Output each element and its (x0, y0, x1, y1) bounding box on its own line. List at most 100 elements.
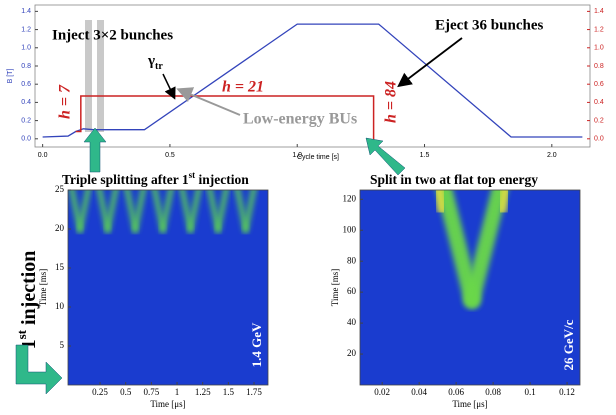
heat-band (464, 190, 508, 308)
y-tick-label: 25 (55, 184, 65, 194)
heat-band (152, 190, 166, 233)
x-axis-label: Cycle time [s] (297, 154, 339, 161)
heat-band (235, 190, 249, 233)
heat-band (97, 190, 111, 233)
x-axis-label: Time [μs] (150, 399, 185, 409)
y-tick-label: 40 (347, 317, 357, 327)
annotation: 1st injection (14, 251, 40, 350)
annotation: Inject 3×2 bunches (52, 27, 173, 43)
heatmap-left (68, 190, 268, 385)
heat-band (179, 190, 193, 233)
heat-band (187, 190, 201, 233)
heat-band (132, 190, 146, 233)
x-tick-label: 1.0 (292, 152, 302, 159)
y-tick-label: 60 (347, 286, 357, 296)
x-tick-label: 0.12 (559, 387, 575, 397)
x-tick-label: 0.75 (143, 387, 159, 397)
injection-band (85, 20, 92, 132)
y-tick-label: 15 (55, 262, 65, 272)
text: Triple splitting after 1 (62, 172, 189, 187)
plot-frame (67, 189, 269, 386)
green-arrow (15, 344, 63, 395)
y2-tick-label: 0.4 (594, 99, 604, 106)
y-tick-label: 0.4 (21, 99, 31, 106)
y-tick-label: 0.0 (21, 136, 31, 143)
y-tick-label: 20 (347, 348, 357, 358)
heat-band (215, 190, 229, 233)
x-tick-label: 0.1 (524, 387, 535, 397)
sup: st (189, 170, 196, 180)
y-tick-label: 1.0 (21, 45, 31, 52)
axes: 0.0 0.5 1.0 1.5 2.0 0.0 0.0 0.2 0.2 0.4 0.4 0.6 0.6 0… (7, 8, 604, 409)
heat-band (105, 190, 119, 233)
x-tick-label: 1 (175, 387, 180, 397)
x-tick-label: 0.02 (374, 387, 390, 397)
plot-frame (34, 4, 591, 148)
text: injection (18, 251, 40, 330)
heat-band (243, 190, 257, 233)
heat-band (497, 190, 511, 215)
x-tick-label: 0.5 (165, 152, 175, 159)
heat-band (124, 190, 138, 233)
y-tick-label: 1.2 (21, 26, 31, 33)
y2-tick-label: 0.2 (594, 117, 604, 124)
annotation: h = 21 (222, 79, 264, 96)
text: injection (195, 172, 249, 187)
heatmap-bg (68, 190, 268, 385)
y2-tick-label: 0.8 (594, 63, 604, 70)
x-axis-label: Time [μs] (452, 399, 487, 409)
heat-band (207, 190, 221, 233)
y-tick-label: 100 (343, 224, 357, 234)
annotation: 26 GeV/c (561, 319, 576, 370)
annotation: γtr (147, 53, 163, 72)
x-tick-label: 1.5 (223, 387, 235, 397)
y2-tick-label: 1.4 (594, 8, 604, 15)
plot-frame (359, 189, 581, 386)
y-tick-label: 0.6 (21, 81, 31, 88)
green-arrow (83, 127, 107, 173)
annotation: Low-energy BUs (243, 111, 357, 128)
arrow (162, 73, 176, 100)
x-tick-label: 0.25 (92, 387, 108, 397)
y2-tick-label: 0.6 (594, 81, 604, 88)
x-tick-label: 0.06 (448, 387, 464, 397)
heatmap-right (360, 190, 580, 385)
y2-tick-label: 0.0 (594, 136, 604, 143)
text: 1 (18, 339, 40, 349)
heat-band (77, 190, 91, 233)
y-axis-label: B [T] (7, 69, 14, 84)
x-tick-label: 0.5 (120, 387, 132, 397)
annotation: 1.4 GeV (249, 322, 264, 367)
annotation: Split in two at flat top energy (370, 172, 538, 187)
y-axis-label: Time [ms] (330, 269, 340, 306)
y2-tick-label: 1.0 (594, 45, 604, 52)
y-tick-label: 5 (60, 340, 65, 350)
y-tick-label: 0.2 (21, 117, 31, 124)
arrow (176, 87, 241, 116)
y-axis-label: Time [ms] (38, 269, 48, 306)
series-line (42, 23, 583, 138)
heat-band (160, 190, 174, 233)
annotation: Triple splitting after 1st injection (62, 170, 249, 187)
y-tick-label: 1.4 (21, 8, 31, 15)
annotation: Eject 36 bunches (435, 17, 543, 33)
gamma-sub: tr (155, 61, 163, 72)
y-tick-label: 120 (343, 193, 357, 203)
y-tick-label: 80 (347, 255, 357, 265)
x-tick-label: 1.25 (195, 387, 211, 397)
gamma: γ (147, 53, 155, 69)
heat-band (69, 190, 83, 233)
y-tick-label: 10 (55, 301, 65, 311)
y2-tick-label: 1.2 (594, 26, 604, 33)
y-tick-label: 0.8 (21, 63, 31, 70)
x-tick-label: 0.08 (485, 387, 501, 397)
top-chart (34, 4, 591, 148)
heat-band (436, 190, 480, 308)
annotation: h = 7 (57, 84, 74, 119)
injection-band (97, 20, 104, 132)
annotation: h = 84 (383, 81, 400, 123)
series-line (75, 95, 375, 140)
arrow (397, 37, 463, 88)
sup: st (14, 329, 29, 339)
